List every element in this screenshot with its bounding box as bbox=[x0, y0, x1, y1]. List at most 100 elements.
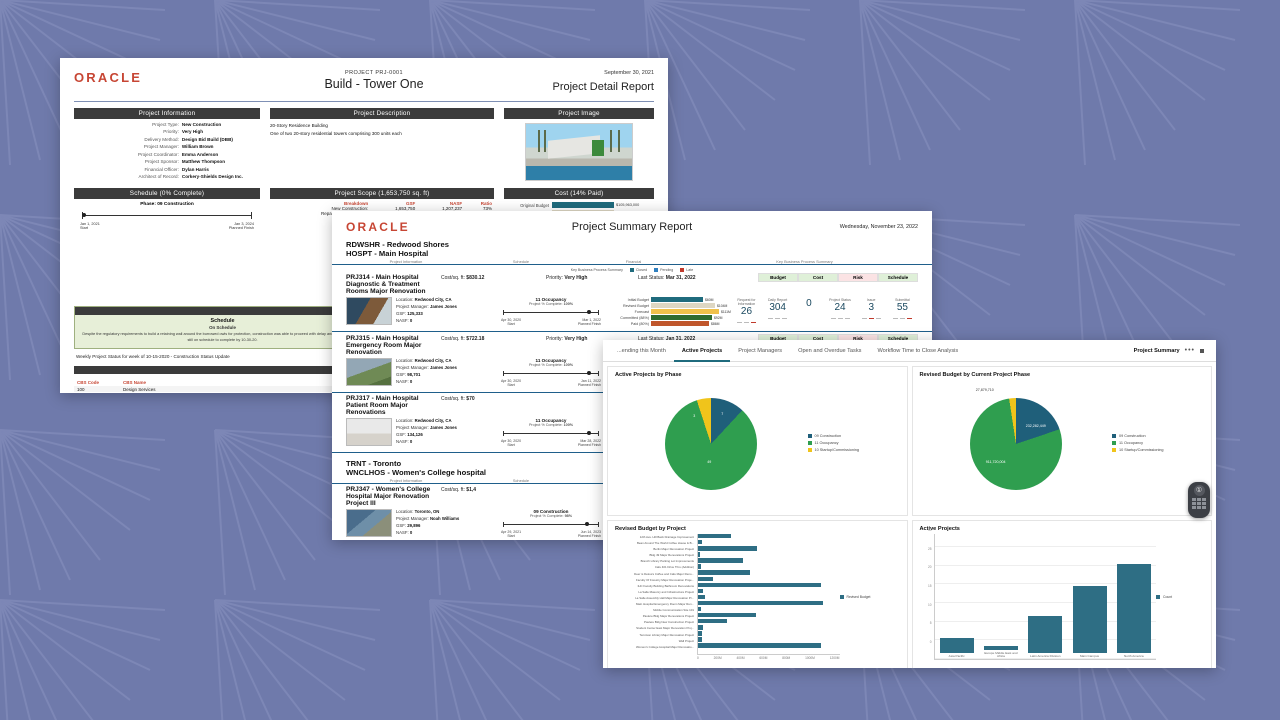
org-block: RDWSHR - Redwood Shores HOSPT - Main Hos… bbox=[332, 238, 932, 258]
hbar[interactable] bbox=[698, 625, 703, 630]
kbps-legend: Key Business Process Summary Closed Pend… bbox=[346, 267, 918, 273]
project-percent-complete: 98% bbox=[564, 514, 573, 518]
legend-swatch bbox=[807, 440, 812, 445]
pie-chart-active-projects-by-phase[interactable]: 7 49 3 bbox=[615, 398, 808, 490]
project-name[interactable]: PRJ315 - Main Hospital Emergency Room Ma… bbox=[346, 335, 422, 356]
hbar[interactable] bbox=[698, 631, 703, 636]
hbar[interactable] bbox=[698, 613, 756, 618]
metric-zero: 0 bbox=[806, 298, 812, 309]
project-name[interactable]: PRJ347 - Women's College Hospital Major … bbox=[346, 486, 431, 507]
tab-open-and-overdue-tasks[interactable]: Open and Overdue Tasks bbox=[798, 347, 862, 354]
tab-ending-this-month[interactable]: ...ending this Month bbox=[617, 347, 666, 354]
project-name[interactable]: PRJ314 - Main Hospital Diagnostic & Trea… bbox=[346, 274, 426, 295]
cbs-col-code: CBS Code bbox=[77, 380, 100, 385]
gridline bbox=[934, 546, 1156, 547]
hbar[interactable] bbox=[698, 588, 703, 594]
hbar[interactable] bbox=[698, 570, 750, 575]
panel-title-project-image: Project Image bbox=[504, 108, 654, 119]
vbar-plot: Asia Pacific Europe Middle East and Afric… bbox=[933, 534, 1156, 660]
bar-chart-active-projects[interactable]: 0 5 10 15 20 25 30 Asia Pacific Europe Middle E… bbox=[920, 528, 1205, 660]
hbar[interactable] bbox=[698, 619, 728, 624]
hbar[interactable] bbox=[698, 582, 821, 588]
weekly-status-note: Weekly Project Status for week of 10-15-… bbox=[76, 354, 230, 359]
scope-col-breakdown: Breakdown bbox=[343, 201, 369, 206]
schedule-finish-date: Jan 3, 2024 bbox=[234, 222, 254, 226]
oracle-logo: ORACLE bbox=[74, 70, 143, 85]
legend-swatch bbox=[1112, 440, 1116, 445]
hbar-x-axis: 0 200M 400M 600M 800M 1000M 1200M bbox=[697, 654, 840, 660]
pie-chart-revised-budget-by-phase[interactable]: 232,282,449 911,720,004 27,879,710 bbox=[920, 388, 1113, 490]
project-info: Location: Redwood City, CA Project Manag… bbox=[396, 358, 457, 384]
hbar[interactable] bbox=[698, 594, 706, 600]
project-name[interactable]: PRJ317 - Main Hospital Patient Room Majo… bbox=[346, 395, 419, 416]
project-thumbnail bbox=[346, 358, 392, 386]
project-percent-complete: 100% bbox=[563, 302, 574, 306]
hbar[interactable] bbox=[698, 600, 823, 606]
metric-issue: 3 bbox=[868, 302, 874, 314]
tab-active-projects[interactable]: Active Projects bbox=[674, 340, 730, 362]
pie-legend: 09 Construction 11 Occupancy 10 Startup/… bbox=[1112, 433, 1204, 455]
hbar[interactable] bbox=[698, 637, 702, 642]
vbar-column[interactable]: Europe Middle East and Africa bbox=[983, 645, 1018, 659]
project-start: Apr 30, 2020 bbox=[501, 379, 522, 383]
vbar[interactable] bbox=[1072, 586, 1107, 654]
tab-workflow-time-to-close-analysis[interactable]: Workflow Time to Close Analysis bbox=[877, 347, 959, 354]
hbar-plot bbox=[697, 534, 840, 654]
vbar[interactable] bbox=[1028, 615, 1063, 654]
vbar[interactable] bbox=[983, 645, 1018, 650]
project-row[interactable]: Key Business Process Summary Closed Pend… bbox=[332, 265, 932, 332]
hbar[interactable] bbox=[698, 552, 701, 557]
legend-label: 09 Construction bbox=[814, 433, 842, 438]
gridline bbox=[934, 564, 1156, 566]
card-revised-budget-by-current-project-phase: Revised Budget by Current Project Phase … bbox=[911, 366, 1212, 516]
vbar[interactable] bbox=[939, 638, 974, 654]
status-risk: Risk bbox=[838, 273, 878, 282]
y-tick: 0 bbox=[929, 640, 932, 644]
hbar[interactable] bbox=[698, 546, 757, 551]
last-status-label: Last Status: bbox=[638, 336, 665, 342]
cost-value: $1,4 bbox=[466, 487, 477, 493]
x-tick: 1000M bbox=[805, 656, 815, 660]
hbar[interactable] bbox=[698, 534, 732, 539]
project-summary-dashboard[interactable]: ...ending this Month Active Projects Pro… bbox=[603, 340, 1216, 668]
vbar-column[interactable]: North America bbox=[1116, 563, 1151, 659]
hbar[interactable] bbox=[698, 558, 743, 563]
facility-name: HOSPT - Main Hospital bbox=[346, 249, 429, 258]
project-schedule: 11 Occupancy Project % Complete: 100% Ap… bbox=[497, 418, 605, 448]
vbar[interactable] bbox=[1116, 563, 1151, 654]
panel-title-project-scope: Project Scope (1,653,750 sq. ft) bbox=[270, 188, 494, 199]
project-schedule: 09 Construction Project % Complete: 98% … bbox=[497, 509, 605, 539]
legend-label: Count bbox=[1163, 595, 1173, 599]
square-icon[interactable] bbox=[1200, 348, 1204, 353]
vbar-column[interactable]: Latin America Division bbox=[1028, 615, 1063, 659]
hbar[interactable] bbox=[698, 606, 701, 612]
hbar[interactable] bbox=[698, 576, 714, 581]
dashboard-tab-bar[interactable]: ...ending this Month Active Projects Pro… bbox=[603, 340, 1216, 362]
scope-col-gsf: GSF bbox=[405, 201, 416, 206]
overflow-menu-icon[interactable]: ••• bbox=[1184, 347, 1195, 354]
info-label: Priority: bbox=[163, 129, 179, 135]
hbar-category-label: Main Hospital Emergency Room Major Ren..… bbox=[636, 602, 694, 607]
hbar[interactable] bbox=[698, 540, 702, 545]
col-financial: Financial bbox=[625, 259, 642, 264]
pie-shape: 232,282,449 911,720,004 27,879,710 bbox=[969, 388, 1062, 490]
schedule-phase: Phase: 09 Construction bbox=[140, 202, 194, 207]
hbar[interactable] bbox=[698, 564, 701, 569]
vbar-column[interactable]: Main Campus bbox=[1072, 586, 1107, 659]
project-nasf: 0 bbox=[409, 529, 413, 535]
project-location: Redwood City, CA bbox=[414, 418, 452, 423]
project-location: Toronto, ON bbox=[414, 509, 440, 514]
cost-value: $70 bbox=[466, 396, 475, 402]
tab-project-managers[interactable]: Project Managers bbox=[738, 347, 783, 354]
scope-col-ratio: Ratio bbox=[480, 201, 492, 206]
hbar-category-label: Mobile Communication Site 101 bbox=[653, 608, 694, 613]
phone-assistant-widget[interactable]: ① bbox=[1188, 482, 1210, 518]
bar-chart-revised-budget-by-project[interactable]: 12th Ave. Hill Back Drainage Improvement… bbox=[615, 534, 900, 660]
legend-swatch bbox=[1112, 433, 1116, 438]
hbar[interactable] bbox=[698, 643, 822, 648]
project-nasf: 0 bbox=[409, 378, 413, 384]
schedule-finish-label: Planned Finish bbox=[228, 226, 254, 230]
vbar-column[interactable]: Asia Pacific bbox=[939, 638, 974, 659]
project-finish: Mar 28, 2022 bbox=[580, 439, 601, 443]
panel-title-project-description: Project Description bbox=[270, 108, 494, 119]
